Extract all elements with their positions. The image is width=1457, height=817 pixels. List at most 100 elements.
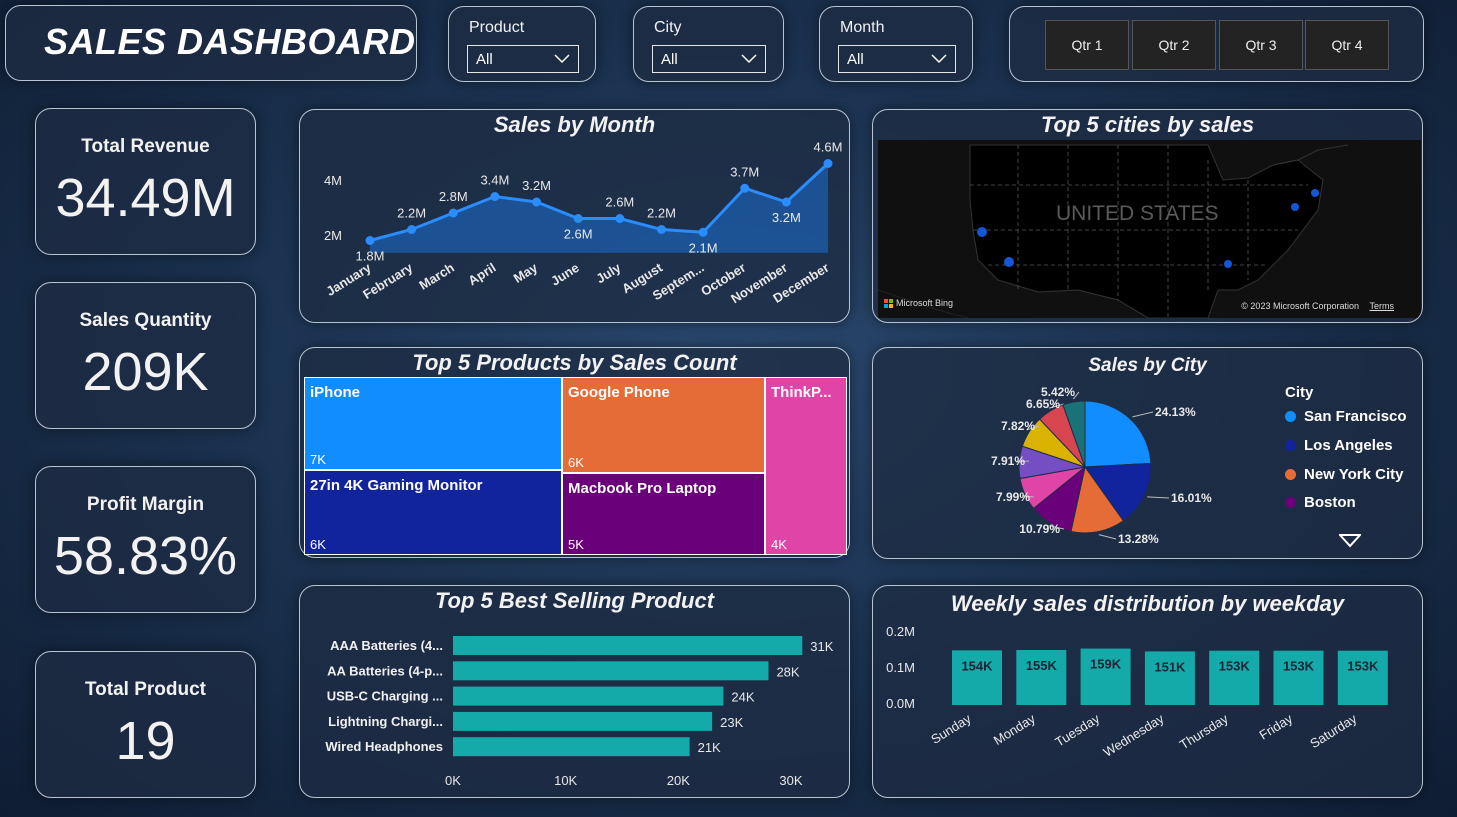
x-tick-label: Thursday: [1177, 711, 1231, 753]
x-tick-label: Sunday: [928, 711, 974, 747]
bar-value-label: 24K: [731, 690, 754, 705]
product-dropdown-value: All: [476, 50, 493, 68]
kpi-label: Profit Margin: [86, 494, 205, 515]
tile-value: 5K: [568, 537, 584, 552]
qtr-2-button[interactable]: Qtr 2: [1132, 20, 1216, 70]
slice-label: 13.28%: [1118, 532, 1159, 546]
bar-value-label: 31K: [810, 639, 833, 654]
bar: [1016, 649, 1067, 705]
data-label: 2.6M: [564, 227, 593, 242]
data-point: [656, 225, 666, 234]
leader-line: [1132, 411, 1154, 418]
data-label: 3.7M: [730, 164, 759, 179]
best-selling-bar-chart[interactable]: AAA Batteries (4... 31K AA Batteries (4-p.…: [300, 586, 848, 794]
sales-by-city-card: Sales by City 24.13% 16.01% 13.28% 10.79% 7.…: [872, 347, 1423, 559]
legend-label: Los Angeles: [1304, 437, 1393, 454]
weekly-sales-chart[interactable]: 0.2M 0.1M 0.0M 154K Sunday 155K Monday 159K Tues…: [873, 586, 1421, 794]
terms-link[interactable]: Terms: [1369, 301, 1395, 311]
sales-by-city-pie[interactable]: 24.13% 16.01% 13.28% 10.79% 7.99% 7.91% 7.82% 6…: [873, 348, 1273, 556]
y-tick-label: 0.0M: [886, 696, 915, 711]
kpi-label: Sales Quantity: [79, 310, 212, 331]
legend-item-boston[interactable]: Boston: [1285, 494, 1356, 511]
tile-label: 27in 4K Gaming Monitor: [310, 477, 483, 494]
chart-title: Top 5 cities by sales: [1040, 112, 1255, 137]
city-marker[interactable]: [1004, 257, 1014, 267]
data-point: [365, 236, 375, 245]
tile-label: iPhone: [310, 384, 361, 401]
y-tick-label: 2M: [324, 228, 342, 243]
data-label: 1.8M: [356, 249, 385, 264]
map-area[interactable]: UNITED STATES Microsoft Bing © 2023 Micr…: [878, 140, 1421, 318]
leader-line: [1048, 525, 1065, 530]
top-products-treemap-card: Top 5 Products by Sales Count iPhone 7K Go…: [299, 347, 850, 558]
windows-icon: [884, 298, 893, 308]
x-tick-label: Friday: [1257, 711, 1296, 743]
y-tick-label: 4M: [324, 173, 342, 188]
legend-item-los-angeles[interactable]: Los Angeles: [1285, 437, 1393, 454]
data-point: [532, 197, 542, 207]
top-cities-map-card: Top 5 cities by sales UNITED STATES Micr…: [872, 109, 1423, 323]
legend-dot: [1285, 440, 1296, 451]
kpi-value: 58.83%: [53, 526, 238, 586]
legend-scroll-down-icon[interactable]: [1339, 534, 1361, 548]
bar: [952, 650, 1002, 705]
kpi-value: 209K: [82, 342, 209, 402]
bing-label: Microsoft Bing: [896, 298, 954, 308]
data-label: 3.2M: [772, 210, 801, 225]
legend-item-new-york-city[interactable]: New York City: [1285, 466, 1403, 483]
x-tick-label: Monday: [991, 711, 1039, 748]
data-point: [823, 159, 833, 168]
legend-item-san-francisco[interactable]: San Francisco: [1285, 408, 1407, 425]
chevron-down-icon: [741, 54, 757, 64]
data-point: [615, 214, 625, 223]
sales-by-month-chart[interactable]: 2M4M1.8MJanuary2.2MFebruary2.8MMarch3.4M…: [300, 110, 848, 320]
bar: [453, 686, 724, 706]
kpi-label: Total Product: [84, 679, 207, 700]
treemap-tile[interactable]: ThinkP... 4K: [765, 377, 847, 555]
qtr-4-button[interactable]: Qtr 4: [1305, 20, 1389, 70]
bing-logo: Microsoft Bing: [884, 298, 953, 308]
data-point: [407, 225, 417, 234]
data-point: [573, 214, 583, 223]
city-dropdown-value: All: [661, 50, 678, 68]
treemap-tile[interactable]: Macbook Pro Laptop 5K: [562, 473, 765, 555]
month-dropdown[interactable]: All: [838, 45, 956, 73]
slice-label: 7.99%: [996, 490, 1030, 504]
tile-value: 6K: [310, 537, 326, 552]
city-marker[interactable]: [1224, 260, 1232, 268]
quarter-slicer: Qtr 1 Qtr 2 Qtr 3 Qtr 4: [1009, 6, 1424, 82]
data-label: 2.2M: [397, 206, 426, 221]
x-tick-label: Wednesday: [1101, 711, 1167, 760]
legend-label: Boston: [1304, 494, 1356, 511]
month-slicer: Month All: [819, 6, 973, 82]
data-point: [698, 227, 708, 237]
leader-line: [1022, 495, 1035, 498]
leader-line: [1072, 391, 1080, 400]
copyright-text: © 2023 Microsoft Corporation: [1241, 301, 1359, 311]
product-dropdown[interactable]: All: [467, 45, 579, 73]
bar: [1080, 648, 1131, 705]
bar-value-label: 155K: [1026, 658, 1058, 673]
pie-slice: [1062, 400, 1086, 468]
city-dropdown[interactable]: All: [652, 45, 766, 73]
slice-label: 5.42%: [1041, 385, 1075, 399]
bar-value-label: 154K: [961, 658, 993, 673]
leader-line: [1098, 534, 1117, 540]
tile-value: 4K: [771, 537, 787, 552]
qtr-1-button[interactable]: Qtr 1: [1045, 20, 1129, 70]
leader-line: [1026, 425, 1040, 431]
treemap-tile[interactable]: Google Phone 6K: [562, 377, 765, 473]
city-marker[interactable]: [1291, 203, 1299, 211]
slice-label: 24.13%: [1155, 405, 1196, 419]
best-selling-card: Top 5 Best Selling Product AAA Batteries…: [299, 585, 850, 798]
city-marker[interactable]: [977, 227, 987, 237]
data-point: [781, 197, 791, 207]
treemap-tile[interactable]: iPhone 7K: [304, 377, 562, 470]
city-marker[interactable]: [1311, 189, 1319, 197]
bar-category-label: AA Batteries (4-p...: [327, 663, 443, 678]
chart-title: Top 5 Products by Sales Count: [412, 350, 737, 375]
treemap-tile[interactable]: 27in 4K Gaming Monitor 6K: [304, 470, 562, 555]
qtr-3-button[interactable]: Qtr 3: [1219, 20, 1303, 70]
bar: [453, 711, 713, 731]
legend-dot: [1285, 469, 1296, 480]
